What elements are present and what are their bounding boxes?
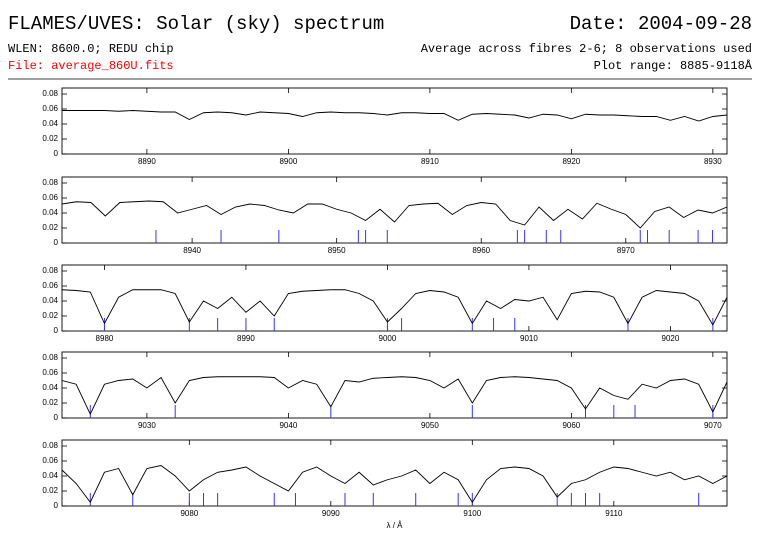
x-tick-label: 9100 (463, 509, 481, 518)
x-tick-label: 9070 (704, 421, 722, 430)
x-tick-label: 8930 (704, 157, 722, 166)
y-tick-label: 0.04 (42, 208, 58, 217)
x-tick-label: 9050 (421, 421, 439, 430)
y-tick-label: 0.08 (42, 89, 58, 98)
y-tick-label: 0 (54, 413, 59, 422)
x-tick-label: 8980 (96, 334, 114, 343)
x-tick-label: 8910 (421, 157, 439, 166)
y-tick-label: 0 (54, 149, 59, 158)
spectrum-line (62, 110, 728, 122)
y-tick-label: 0.08 (42, 178, 58, 187)
x-tick-label: 8960 (472, 246, 490, 255)
x-tick-label: 9090 (322, 509, 340, 518)
y-tick-label: 0 (54, 326, 59, 335)
x-axis-label: λ / Å (386, 521, 403, 530)
y-tick-label: 0.02 (42, 223, 58, 232)
spectrum-line (61, 376, 728, 416)
title: FLAMES/UVES: Solar (sky) spectrum (8, 13, 384, 35)
y-tick-label: 0.08 (42, 353, 58, 362)
y-tick-label: 0.08 (42, 266, 58, 275)
range: Plot range: 8885-9118Å (594, 58, 753, 73)
x-tick-label: 8990 (237, 334, 255, 343)
y-tick-label: 0.06 (42, 368, 58, 377)
x-tick-label: 9080 (180, 509, 198, 518)
spectrum-line (61, 289, 728, 326)
date: Date: 2004-09-28 (570, 13, 752, 35)
y-tick-label: 0.02 (42, 311, 58, 320)
x-tick-label: 8970 (617, 246, 635, 255)
x-tick-label: 8900 (279, 157, 297, 166)
y-tick-label: 0.02 (42, 398, 58, 407)
x-tick-label: 9020 (662, 334, 680, 343)
y-tick-label: 0.04 (42, 471, 58, 480)
y-tick-label: 0.06 (42, 193, 58, 202)
y-tick-label: 0.04 (42, 383, 58, 392)
x-tick-label: 8890 (138, 157, 156, 166)
y-tick-label: 0.06 (42, 281, 58, 290)
plot-frame (61, 439, 728, 507)
x-tick-label: 9110 (605, 509, 623, 518)
y-tick-label: 0.06 (42, 456, 58, 465)
x-tick-label: 9030 (138, 421, 156, 430)
x-tick-label: 9060 (562, 421, 580, 430)
plot-frame (61, 351, 728, 419)
wlen: WLEN: 8600.0; REDU chip (8, 42, 174, 56)
spectrum-line (61, 200, 728, 229)
x-tick-label: 8940 (183, 246, 201, 255)
spectrum-line (61, 465, 728, 504)
y-tick-label: 0.02 (42, 134, 58, 143)
y-tick-label: 0 (54, 238, 59, 247)
y-tick-label: 0 (54, 501, 59, 510)
y-tick-label: 0.08 (42, 441, 58, 450)
x-tick-label: 9000 (379, 334, 397, 343)
y-tick-label: 0.04 (42, 296, 58, 305)
x-tick-label: 9010 (520, 334, 538, 343)
plot-frame (61, 176, 728, 244)
x-tick-label: 9040 (279, 421, 297, 430)
x-tick-label: 8920 (562, 157, 580, 166)
x-tick-label: 8950 (328, 246, 346, 255)
file: File: average_860U.fits (8, 59, 174, 73)
plot-frame (61, 264, 728, 332)
y-tick-label: 0.02 (42, 486, 58, 495)
fibres: Average across fibres 2-6; 8 observation… (421, 42, 752, 56)
plot-frame (61, 87, 728, 155)
y-tick-label: 0.04 (42, 119, 58, 128)
y-tick-label: 0.06 (42, 104, 58, 113)
